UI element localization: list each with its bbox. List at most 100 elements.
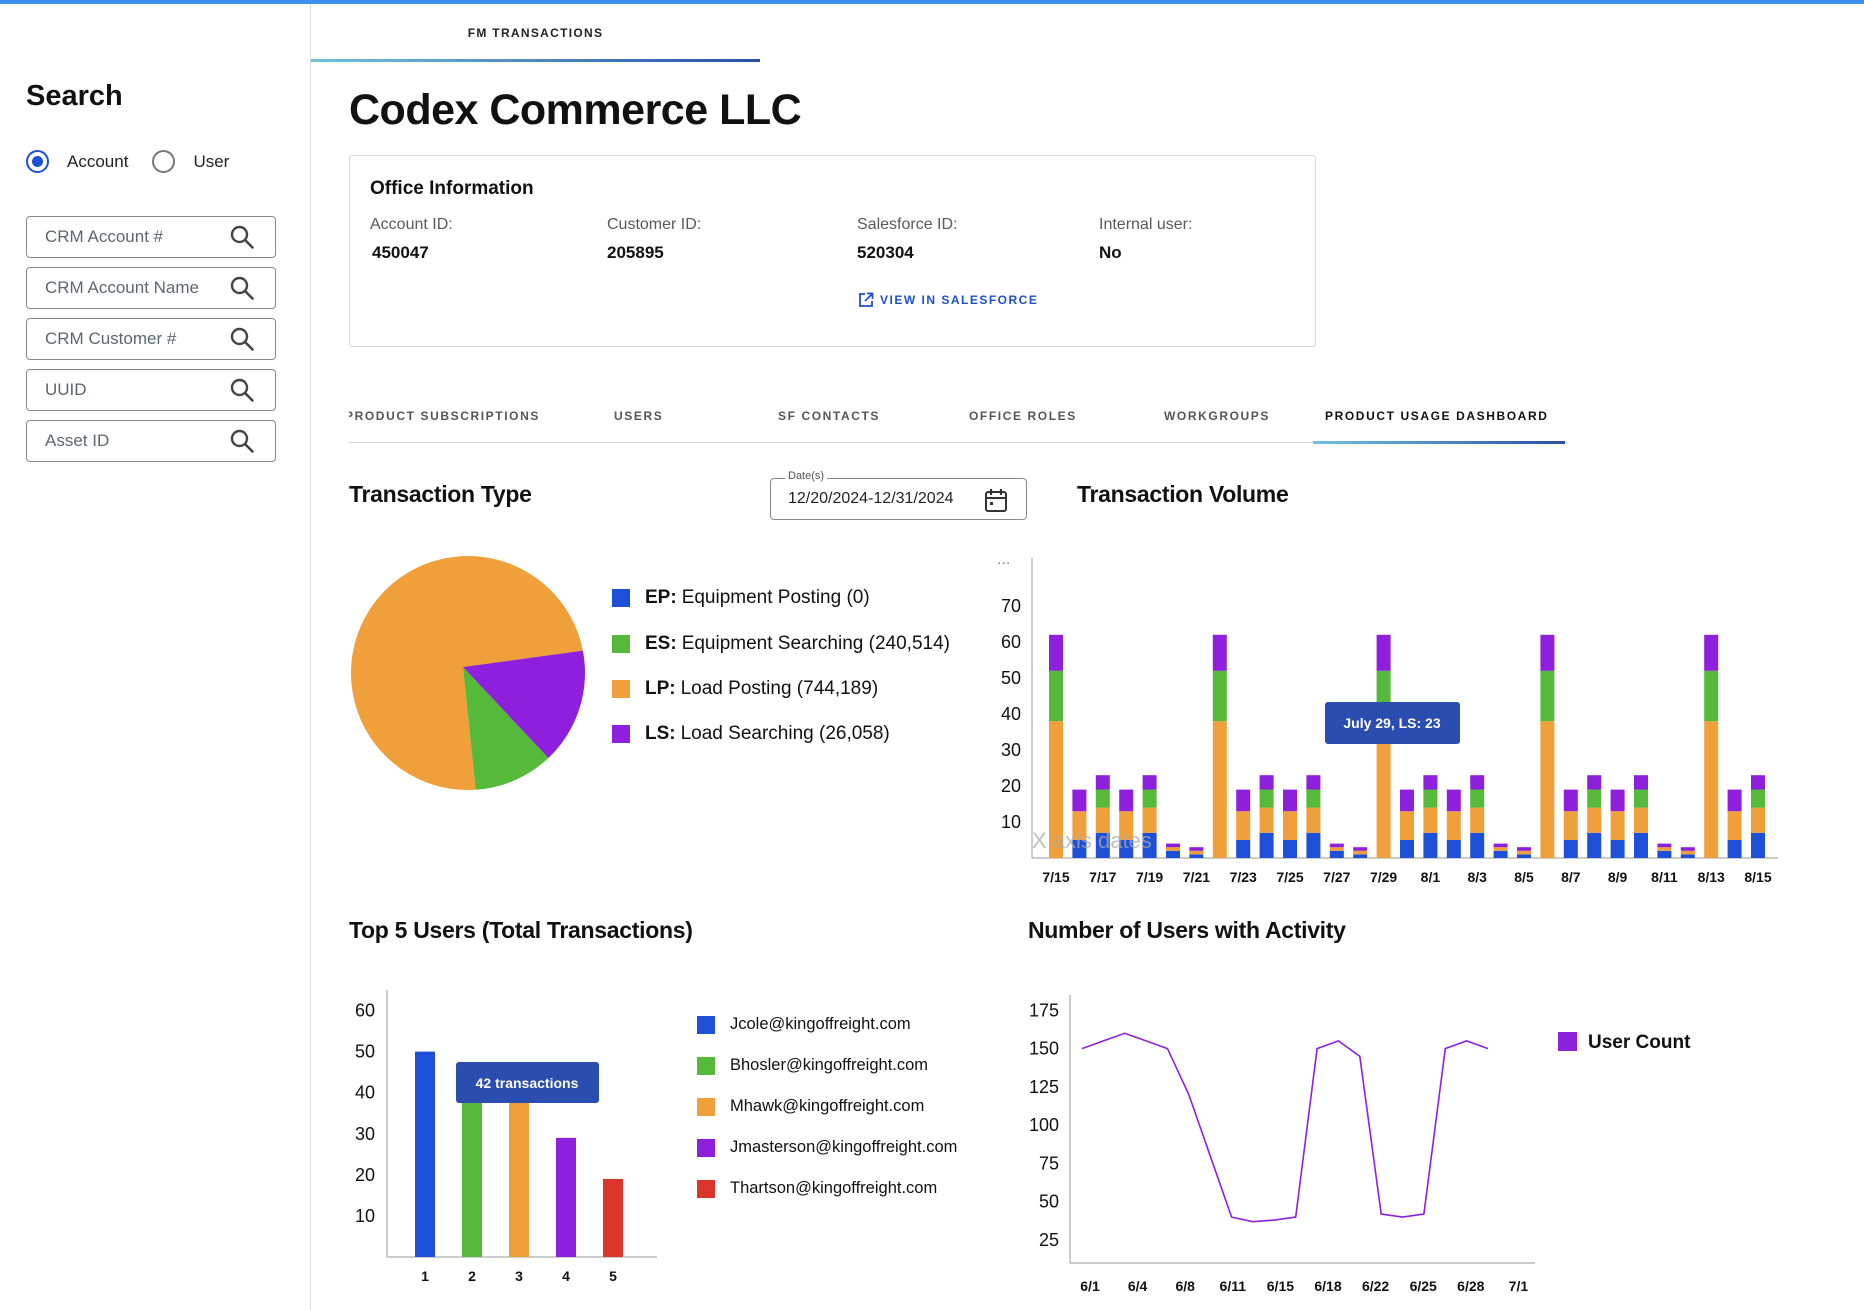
bar-segment-ls[interactable] <box>1166 843 1180 848</box>
asset-id-input[interactable]: Asset ID <box>26 420 276 462</box>
bar-segment-ep[interactable] <box>1470 832 1485 858</box>
tab-users[interactable]: USERS <box>614 409 664 423</box>
bar-segment-lp[interactable] <box>1634 807 1648 833</box>
bar-segment-ep[interactable] <box>1353 854 1368 858</box>
bar-segment-ep[interactable] <box>1517 854 1531 858</box>
bar-segment-ep[interactable] <box>1493 850 1508 858</box>
bar-segment-ls[interactable] <box>1704 634 1719 671</box>
search-icon[interactable] <box>229 275 255 301</box>
bar-segment-lp[interactable] <box>1049 721 1063 858</box>
bar-segment-ep[interactable] <box>1142 832 1157 858</box>
bar-segment-es[interactable] <box>1751 789 1765 808</box>
bar-segment-ls[interactable] <box>1493 843 1508 848</box>
bar-segment-ep[interactable] <box>1119 840 1134 858</box>
bar-segment-ls[interactable] <box>1563 789 1578 812</box>
bar-segment-ep[interactable] <box>1657 850 1672 858</box>
bar-segment-ls[interactable] <box>1634 775 1648 790</box>
bar-segment-lp[interactable] <box>1587 807 1602 833</box>
bar-segment-ls[interactable] <box>1587 775 1602 790</box>
bar-segment-ls[interactable] <box>1727 789 1742 812</box>
bar-segment-lp[interactable] <box>1329 847 1344 851</box>
tab-fm-transactions[interactable]: FM TRANSACTIONS <box>311 4 760 62</box>
bar-segment-ls[interactable] <box>1095 775 1110 790</box>
bar-segment-lp[interactable] <box>1680 850 1695 855</box>
bar-segment-es[interactable] <box>1259 789 1274 808</box>
bar-segment-ep[interactable] <box>1306 832 1321 858</box>
bar-segment-lp[interactable] <box>1540 721 1555 858</box>
bar-segment-es[interactable] <box>1587 789 1602 808</box>
bar-segment-lp[interactable] <box>1751 807 1765 833</box>
search-icon[interactable] <box>229 377 255 403</box>
bar-segment-lp[interactable] <box>1072 811 1087 840</box>
date-range-field[interactable]: Date(s) 12/20/2024-12/31/2024 <box>770 470 1027 520</box>
bar-segment-es[interactable] <box>1049 670 1063 722</box>
bar-segment-ls[interactable] <box>1072 789 1087 812</box>
bar-segment-ls[interactable] <box>1610 789 1625 812</box>
user-count-line[interactable] <box>1081 1032 1489 1223</box>
bar-segment-es[interactable] <box>1704 670 1719 722</box>
bar-segment-lp[interactable] <box>1423 807 1438 833</box>
bar-segment-lp[interactable] <box>1119 811 1134 840</box>
bar-segment-ls[interactable] <box>1306 775 1321 790</box>
bar-segment-ep[interactable] <box>1423 832 1438 858</box>
tab-workgroups[interactable]: WORKGROUPS <box>1164 409 1270 423</box>
bar-segment-ls[interactable] <box>1329 843 1344 848</box>
bar-segment-ep[interactable] <box>1587 832 1602 858</box>
bar-segment-ls[interactable] <box>1049 634 1063 671</box>
bar-segment-ls[interactable] <box>1142 775 1157 790</box>
bar-segment-ep[interactable] <box>1727 840 1742 858</box>
search-icon[interactable] <box>229 224 255 250</box>
bar-segment-ls[interactable] <box>1376 634 1391 671</box>
bar-segment-es[interactable] <box>1423 789 1438 808</box>
pie-slice-ls[interactable] <box>463 650 585 759</box>
tab-sf-contacts[interactable]: SF CONTACTS <box>778 409 881 423</box>
bar-segment-lp[interactable] <box>1212 721 1227 858</box>
bar-segment-es[interactable] <box>1142 789 1157 808</box>
bar-segment-ls[interactable] <box>1283 789 1297 812</box>
user-bar-1[interactable] <box>415 1051 435 1257</box>
tab-office-roles[interactable]: OFFICE ROLES <box>969 409 1077 423</box>
bar-segment-ep[interactable] <box>1259 832 1274 858</box>
bar-segment-ls[interactable] <box>1119 789 1134 812</box>
uuid-input[interactable]: UUID <box>26 369 276 411</box>
bar-segment-ep[interactable] <box>1189 854 1204 858</box>
bar-segment-ep[interactable] <box>1329 850 1344 858</box>
bar-segment-es[interactable] <box>1470 789 1485 808</box>
bar-segment-es[interactable] <box>1634 789 1648 808</box>
search-icon[interactable] <box>229 428 255 454</box>
crm-account-number-input[interactable]: CRM Account # <box>26 216 276 258</box>
bar-segment-lp[interactable] <box>1142 807 1157 833</box>
calendar-icon[interactable] <box>984 487 1008 513</box>
view-in-salesforce-link[interactable]: VIEW IN SALESFORCE <box>858 292 1038 308</box>
bar-segment-ls[interactable] <box>1680 847 1695 851</box>
account-radio[interactable] <box>26 150 49 173</box>
bar-segment-ls[interactable] <box>1353 847 1368 851</box>
bar-segment-ep[interactable] <box>1751 832 1765 858</box>
tab-product-usage-dashboard[interactable]: PRODUCT USAGE DASHBOARD <box>1325 409 1549 423</box>
bar-segment-ls[interactable] <box>1423 775 1438 790</box>
bar-segment-ep[interactable] <box>1400 840 1414 858</box>
bar-segment-ep[interactable] <box>1095 832 1110 858</box>
bar-segment-ls[interactable] <box>1236 789 1251 812</box>
crm-customer-number-input[interactable]: CRM Customer # <box>26 318 276 360</box>
bar-segment-lp[interactable] <box>1446 811 1461 840</box>
pie-slice-lp[interactable] <box>351 556 583 790</box>
bar-segment-lp[interactable] <box>1236 811 1251 840</box>
bar-segment-ls[interactable] <box>1540 634 1555 671</box>
bar-segment-lp[interactable] <box>1095 807 1110 833</box>
user-radio[interactable] <box>152 150 176 173</box>
bar-segment-ls[interactable] <box>1212 634 1227 671</box>
account-radio-label[interactable]: Account <box>67 151 129 171</box>
bar-segment-lp[interactable] <box>1657 847 1672 851</box>
bar-segment-lp[interactable] <box>1400 811 1414 840</box>
bar-segment-ls[interactable] <box>1446 789 1461 812</box>
bar-segment-ls[interactable] <box>1400 789 1414 812</box>
bar-segment-lp[interactable] <box>1353 850 1368 855</box>
crm-account-name-input[interactable]: CRM Account Name <box>26 267 276 309</box>
tab-product-subscriptions[interactable]: PRODUCT SUBSCRIPTIONS <box>349 409 540 423</box>
bar-segment-ls[interactable] <box>1751 775 1765 790</box>
bar-segment-ep[interactable] <box>1236 840 1251 858</box>
bar-segment-ep[interactable] <box>1446 840 1461 858</box>
bar-segment-lp[interactable] <box>1563 811 1578 840</box>
bar-segment-ls[interactable] <box>1657 843 1672 848</box>
